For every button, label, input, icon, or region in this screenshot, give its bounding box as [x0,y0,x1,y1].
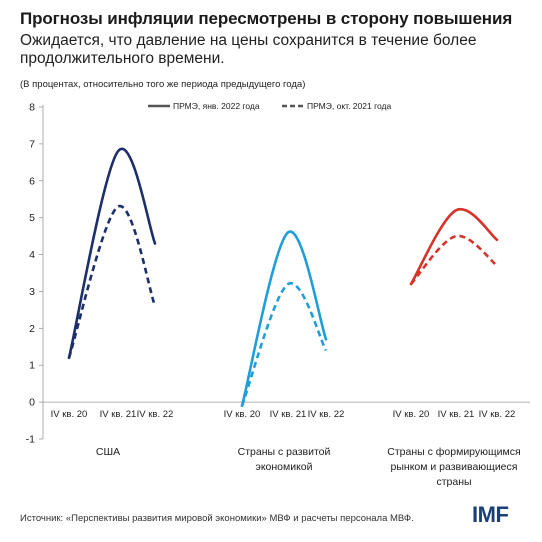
source-note: Источник: «Перспективы развития мировой … [20,513,414,524]
x-tick-label: IV кв. 21 [100,409,137,420]
group-label-line: Страны с формирующимся [387,446,520,458]
imf-logo: IMF [472,502,509,527]
y-tick-label: -1 [26,434,35,446]
units-note: (В процентах, относительно того же перио… [20,79,306,90]
y-tick-label: 0 [29,397,35,409]
series-line-jan-2022 [409,207,499,286]
x-tick-label: IV кв. 22 [308,409,345,420]
x-tick-label: IV кв. 20 [393,409,430,420]
series-line-oct-2021 [240,282,328,407]
series-line-oct-2021 [410,234,498,285]
y-tick-label: 1 [29,360,35,372]
group-label: Страны с формирующимся рынком и развивающ… [387,446,520,488]
y-tick-label: 8 [29,102,35,114]
group-label-line: страны [436,476,471,488]
group-label: Страны с развитой экономикой [238,446,331,473]
group-label-line: Страны с развитой [238,446,331,458]
chart-subtitle: Ожидается, что давление на цены сохранит… [20,32,477,67]
x-tick-label: IV кв. 21 [270,409,307,420]
legend-label: ПРМЭ, окт. 2021 года [307,101,391,111]
y-tick-label: 4 [29,249,35,261]
group-label-line: экономикой [255,461,312,473]
group-label-line: рынком и развивающиеся [391,461,518,473]
x-tick-label: IV кв. 21 [438,409,475,420]
y-tick-label: 7 [29,138,35,150]
series-line-jan-2022 [67,147,157,360]
x-tick-label: IV кв. 20 [51,409,88,420]
x-tick-label: IV кв. 20 [224,409,261,420]
y-tick-label: 5 [29,212,35,224]
legend-label: ПРМЭ, янв. 2022 года [173,101,260,111]
y-tick-label: 3 [29,286,35,298]
group-label-line: США [96,446,120,458]
x-tick-label: IV кв. 22 [137,409,174,420]
x-tick-label: IV кв. 22 [479,409,516,420]
y-tick-label: 6 [29,175,35,187]
group-label: США [96,446,120,458]
chart-title: Прогнозы инфляции пересмотрены в сторону… [20,9,513,28]
y-tick-label: 2 [29,323,35,335]
series-line-jan-2022 [240,230,328,408]
series-line-oct-2021 [67,205,157,359]
